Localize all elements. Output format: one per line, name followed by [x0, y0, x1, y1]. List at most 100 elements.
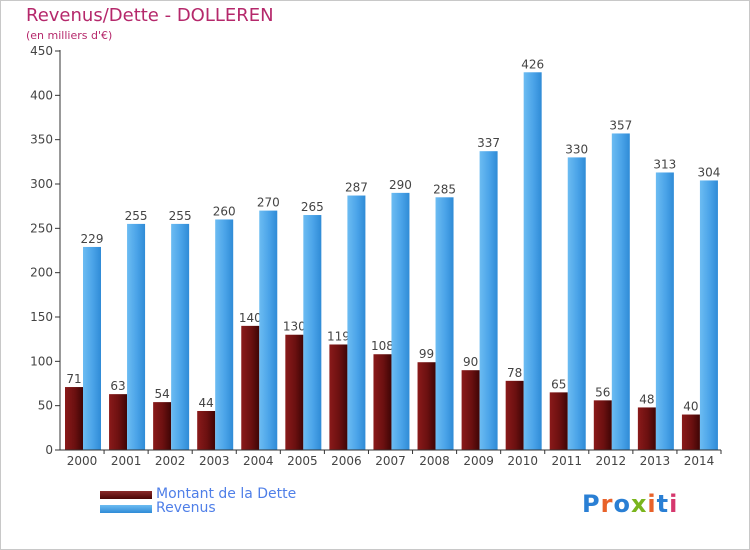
y-tick-label: 0 [45, 443, 53, 457]
data-label-dette: 119 [327, 329, 350, 343]
bar-revenus [655, 172, 674, 450]
bar-revenus [215, 219, 234, 450]
bar-dette [241, 325, 260, 450]
bar-revenus [347, 195, 366, 450]
bar-revenus [391, 192, 410, 450]
data-label-revenus: 330 [565, 142, 588, 156]
x-tick-label: 2006 [331, 454, 362, 468]
bar-revenus [127, 223, 146, 450]
data-label-dette: 48 [639, 392, 654, 406]
data-label-revenus: 265 [301, 200, 324, 214]
data-label-revenus: 304 [697, 165, 720, 179]
bar-revenus [611, 133, 630, 450]
bar-dette [285, 334, 304, 450]
data-label-dette: 44 [199, 396, 214, 410]
bar-dette [373, 354, 392, 450]
data-label-dette: 99 [419, 347, 434, 361]
x-tick-label: 2009 [463, 454, 494, 468]
legend-label-revenus: Revenus [156, 500, 216, 516]
bar-dette [109, 394, 128, 450]
y-tick-label: 250 [30, 221, 53, 235]
data-label-dette: 40 [683, 400, 698, 414]
bar-dette [417, 362, 436, 450]
data-label-revenus: 229 [81, 232, 104, 246]
bar-dette [153, 402, 172, 450]
data-label-revenus: 337 [477, 136, 500, 150]
y-tick-label: 150 [30, 310, 53, 324]
logo-letter: o [613, 490, 631, 518]
bar-dette [197, 410, 216, 450]
y-tick-label: 100 [30, 354, 53, 368]
bar-revenus [567, 157, 586, 450]
x-tick-label: 2010 [507, 454, 538, 468]
y-tick-label: 50 [38, 399, 53, 413]
x-tick-label: 2005 [287, 454, 318, 468]
data-label-revenus: 255 [125, 209, 148, 223]
x-tick-label: 2003 [199, 454, 230, 468]
x-tick-label: 2008 [419, 454, 450, 468]
data-label-dette: 78 [507, 366, 522, 380]
data-label-dette: 130 [283, 320, 306, 334]
bar-dette [681, 414, 700, 450]
y-tick-label: 400 [30, 88, 53, 102]
data-label-revenus: 287 [345, 181, 368, 195]
y-tick-label: 300 [30, 177, 53, 191]
logo-letter: i [647, 490, 657, 518]
y-tick-label: 350 [30, 133, 53, 147]
bar-revenus [699, 180, 718, 450]
data-label-dette: 90 [463, 355, 478, 369]
data-label-dette: 140 [239, 311, 262, 325]
bar-revenus [303, 215, 322, 450]
x-tick-label: 2013 [640, 454, 671, 468]
x-tick-label: 2007 [375, 454, 406, 468]
bar-dette [549, 392, 568, 450]
y-tick-label: 450 [30, 44, 53, 58]
data-label-revenus: 426 [521, 57, 544, 71]
x-tick-label: 2000 [67, 454, 98, 468]
y-tick-label: 200 [30, 266, 53, 280]
x-tick-label: 2014 [684, 454, 715, 468]
x-tick-label: 2002 [155, 454, 186, 468]
bar-revenus [479, 151, 498, 450]
chart-title: Revenus/Dette - DOLLEREN [26, 5, 274, 26]
logo-letter: r [600, 490, 614, 518]
data-label-revenus: 313 [653, 157, 676, 171]
logo-letter: P [582, 490, 601, 518]
bar-dette [593, 400, 612, 450]
bar-dette [65, 387, 83, 450]
data-label-dette: 71 [66, 372, 81, 386]
data-label-dette: 65 [551, 377, 566, 391]
data-label-dette: 56 [595, 385, 610, 399]
legend-swatch-revenus [100, 505, 152, 513]
bar-dette [637, 407, 656, 450]
data-label-revenus: 260 [213, 204, 236, 218]
data-label-revenus: 285 [433, 182, 456, 196]
bar-revenus [83, 246, 101, 450]
data-label-revenus: 255 [169, 209, 192, 223]
legend-swatch-dette [100, 491, 152, 499]
data-label-revenus: 357 [609, 118, 632, 132]
bar-revenus [171, 223, 190, 450]
data-label-revenus: 290 [389, 178, 412, 192]
bar-dette [505, 380, 524, 450]
logo-letter: i [669, 490, 679, 518]
x-tick-label: 2012 [596, 454, 627, 468]
x-tick-label: 2004 [243, 454, 274, 468]
bar-dette [329, 344, 348, 450]
data-label-dette: 63 [110, 379, 125, 393]
data-label-revenus: 270 [257, 196, 280, 210]
logo-letter: t [656, 490, 670, 518]
bar-revenus [259, 210, 278, 450]
data-label-dette: 54 [154, 387, 169, 401]
bar-dette [461, 370, 480, 450]
x-tick-label: 2001 [111, 454, 142, 468]
proxiti-logo: Proxiti [582, 490, 678, 518]
x-tick-label: 2011 [551, 454, 582, 468]
chart-subtitle: (en milliers d'€) [26, 29, 113, 42]
logo-letter: x [630, 490, 648, 518]
bar-revenus [523, 72, 542, 450]
legend-label-dette: Montant de la Dette [156, 486, 297, 502]
data-label-dette: 108 [371, 339, 394, 353]
bar-revenus [435, 197, 454, 450]
